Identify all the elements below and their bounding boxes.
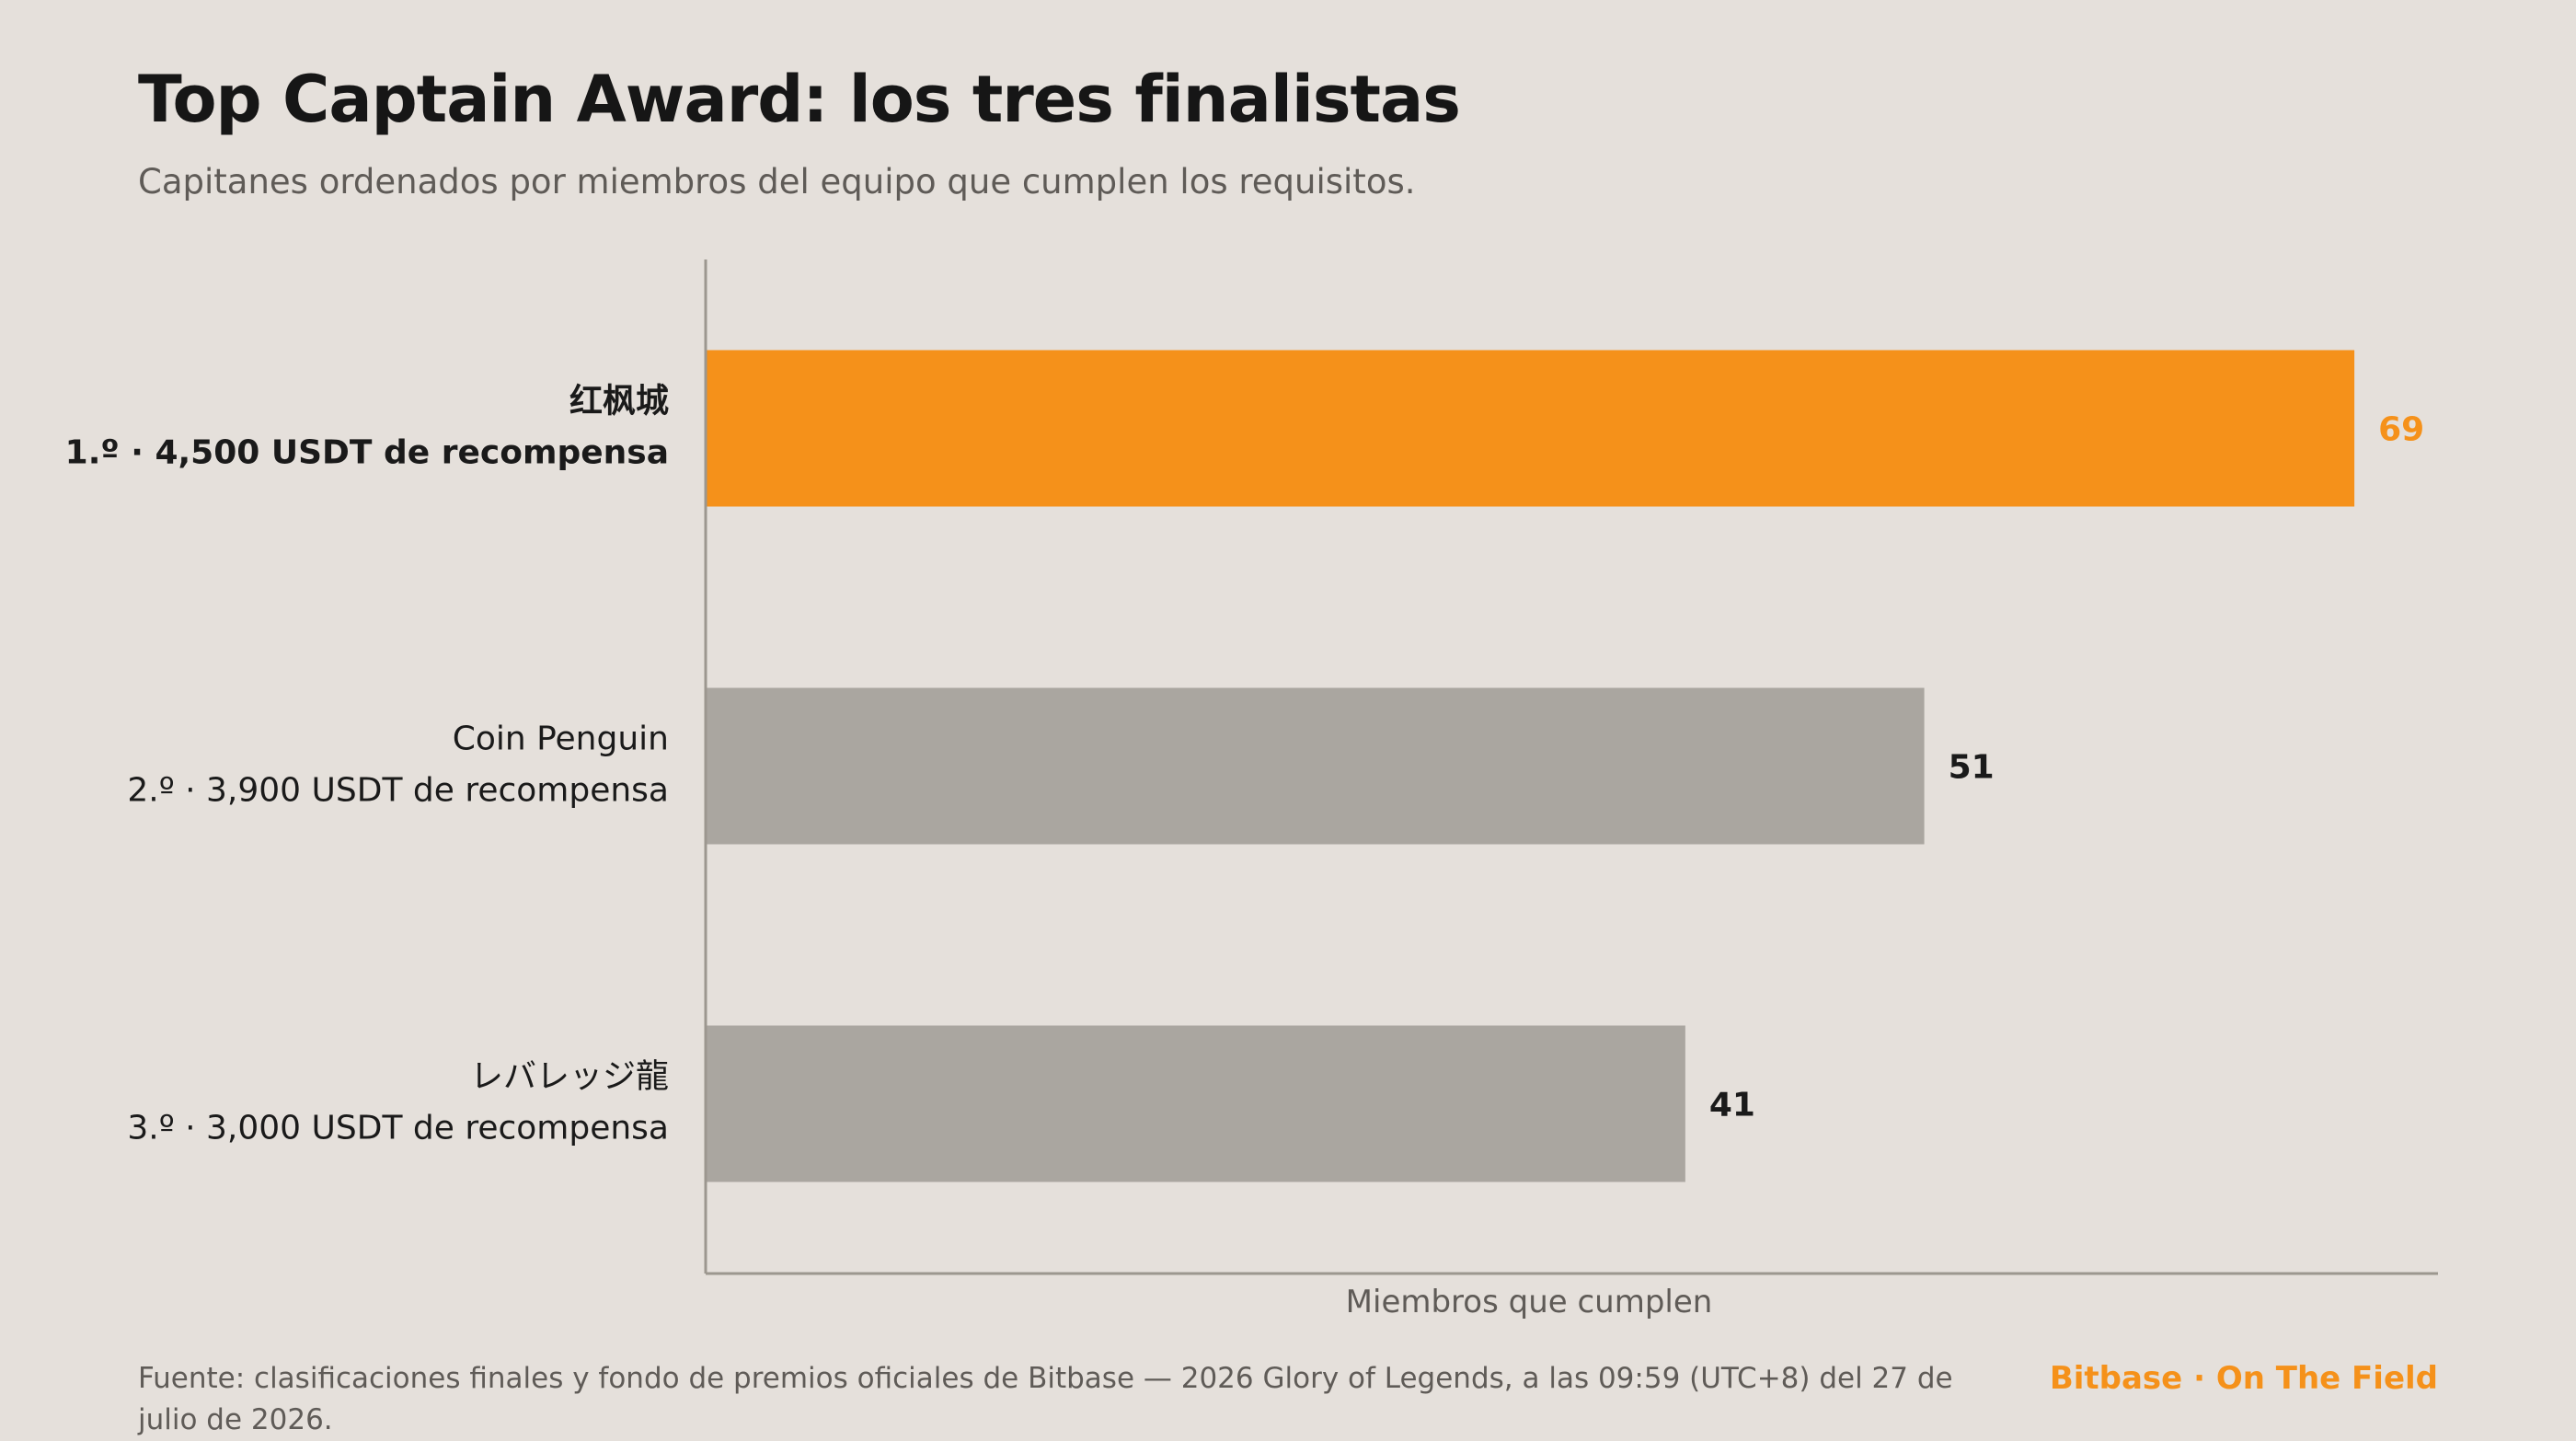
- value-label-3: 41: [1709, 1087, 1755, 1124]
- brand-logo-text: Bitbase · On The Field: [2049, 1360, 2438, 1397]
- chart-subtitle: Capitanes ordenados por miembros del equ…: [138, 162, 1416, 202]
- category-labels-layer: 红枫城 1.º · 4,500 USDT de recompensa Coin Pe…: [65, 383, 669, 1147]
- bar-1: [706, 350, 2355, 507]
- value-label-2: 51: [1949, 749, 1995, 787]
- bar-chart: 红枫城 1.º · 4,500 USDT de recompensa Coin Pe…: [65, 259, 2438, 1320]
- category-name-1: 红枫城: [569, 383, 669, 421]
- category-detail-1: 1.º · 4,500 USDT de recompensa: [65, 434, 669, 472]
- category-detail-2: 2.º · 3,900 USDT de recompensa: [127, 772, 669, 810]
- chart-title: Top Captain Award: los tres finalistas: [138, 62, 1461, 137]
- value-label-1: 69: [2378, 411, 2424, 449]
- category-name-3: レバレッジ龍: [470, 1058, 669, 1096]
- category-detail-3: 3.º · 3,000 USDT de recompensa: [127, 1110, 669, 1147]
- x-axis-label: Miembros que cumplen: [1346, 1284, 1713, 1320]
- bar-2: [706, 687, 1925, 845]
- bar-3: [706, 1025, 1685, 1182]
- value-labels-layer: 69 51 41: [1709, 411, 2424, 1124]
- category-name-2: Coin Penguin: [453, 720, 669, 758]
- source-note: Fuente: clasificaciones finales y fondo …: [138, 1362, 1953, 1436]
- bars-layer: [706, 350, 2355, 1182]
